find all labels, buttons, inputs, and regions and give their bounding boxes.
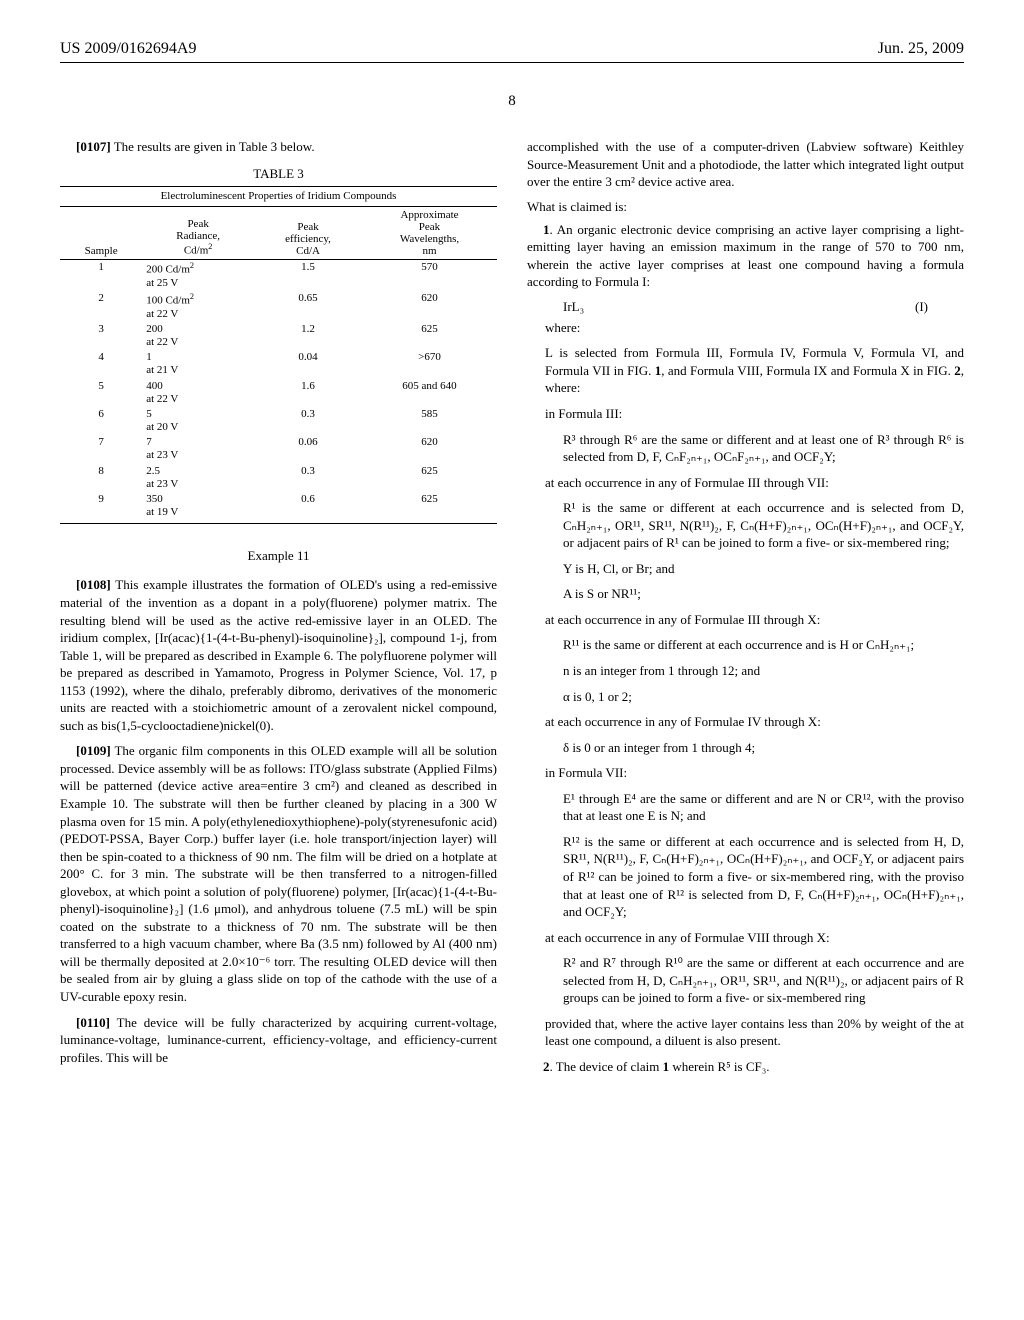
table-cell: 1.2 (254, 322, 362, 350)
table-cell: 9 (60, 492, 142, 524)
left-column: [0107] The results are given in Table 3 … (60, 138, 497, 1083)
content-columns: [0107] The results are given in Table 3 … (60, 138, 964, 1083)
claim-1-intro: 1. An organic electronic device comprisi… (527, 221, 964, 291)
table-cell: 1.5 (254, 259, 362, 291)
table-header-row: Sample PeakRadiance,Cd/m2 Peakefficiency… (60, 206, 497, 259)
table-cell: 570 (362, 259, 497, 291)
table-cell: 625 (362, 464, 497, 492)
para-0110: [0110] The device will be fully characte… (60, 1014, 497, 1067)
table-cell: 400at 22 V (142, 379, 254, 407)
formula: IrL₃ (563, 299, 584, 315)
table-cell: 3 (60, 322, 142, 350)
alpha-is: α is 0, 1 or 2; (527, 688, 964, 706)
y-is: Y is H, Cl, or Br; and (527, 560, 964, 578)
table-cell: 200at 22 V (142, 322, 254, 350)
table-cell: 8 (60, 464, 142, 492)
table-row: 41at 21 V0.04>670 (60, 350, 497, 378)
table-3-table: Electroluminescent Properties of Iridium… (60, 186, 497, 525)
table-cell: 0.65 (254, 291, 362, 322)
table-row: 5400at 22 V1.6605 and 640 (60, 379, 497, 407)
table-row: 9350at 19 V0.6625 (60, 492, 497, 524)
table-cell: 0.3 (254, 464, 362, 492)
para-num: [0108] (76, 577, 111, 592)
table-cell: 1.6 (254, 379, 362, 407)
table-cell: 0.04 (254, 350, 362, 378)
n-is: n is an integer from 1 through 12; and (527, 662, 964, 680)
table-row: 2100 Cd/m2at 22 V0.65620 (60, 291, 497, 322)
where-label: where: (527, 319, 964, 337)
para-0109: [0109] The organic film components in th… (60, 742, 497, 1005)
table-cell: 625 (362, 322, 497, 350)
para-0108: [0108] This example illustrates the form… (60, 576, 497, 734)
table-cell: 620 (362, 435, 497, 463)
para-num: [0109] (76, 743, 111, 758)
formula-line: IrL₃ (I) (527, 299, 964, 315)
table-cell: 0.3 (254, 407, 362, 435)
formula-number: (I) (915, 299, 928, 315)
continuation-text: accomplished with the use of a computer-… (527, 138, 964, 191)
th-radiance: PeakRadiance,Cd/m2 (142, 206, 254, 259)
in-formula-7: in Formula VII: (527, 764, 964, 782)
table-cell: 1at 21 V (142, 350, 254, 378)
table-cell: 585 (362, 407, 497, 435)
claim-2: 2. The device of claim 1 wherein R⁵ is C… (527, 1058, 964, 1076)
table-row: 1200 Cd/m2at 25 V1.5570 (60, 259, 497, 291)
page-header: US 2009/0162694A9 Jun. 25, 2009 (60, 40, 964, 63)
at-each-iii-x: at each occurrence in any of Formulae II… (527, 611, 964, 629)
table-cell: 2 (60, 291, 142, 322)
table-cell: >670 (362, 350, 497, 378)
th-wavelength: ApproximatePeakWavelengths,nm (362, 206, 497, 259)
page-number: 8 (60, 93, 964, 110)
table-cell: 0.06 (254, 435, 362, 463)
delta-is: δ is 0 or an integer from 1 through 4; (527, 739, 964, 757)
table-row: 82.5at 23 V0.3625 (60, 464, 497, 492)
table-cell: 5 (60, 379, 142, 407)
at-each-viii-x: at each occurrence in any of Formulae VI… (527, 929, 964, 947)
table-cell: 100 Cd/m2at 22 V (142, 291, 254, 322)
table-cell: 5at 20 V (142, 407, 254, 435)
table-cell: 0.6 (254, 492, 362, 524)
table-row: 3200at 22 V1.2625 (60, 322, 497, 350)
right-column: accomplished with the use of a computer-… (527, 138, 964, 1083)
e1-e4: E¹ through E⁴ are the same or different … (527, 790, 964, 825)
table-cell: 6 (60, 407, 142, 435)
table-cell: 2.5at 23 V (142, 464, 254, 492)
r2-r7-r10: R² and R⁷ through R¹⁰ are the same or di… (527, 954, 964, 1007)
at-each-iii-vii: at each occurrence in any of Formulae II… (527, 474, 964, 492)
patent-id: US 2009/0162694A9 (60, 40, 196, 58)
para-0107: [0107] The results are given in Table 3 … (60, 138, 497, 156)
claims-heading: What is claimed is: (527, 199, 964, 215)
table-cell: 200 Cd/m2at 25 V (142, 259, 254, 291)
table-cell: 350at 19 V (142, 492, 254, 524)
table-cell: 4 (60, 350, 142, 378)
r12-text: R¹² is the same or different at each occ… (527, 833, 964, 921)
patent-date: Jun. 25, 2009 (878, 40, 964, 58)
l-selected: L is selected from Formula III, Formula … (527, 344, 964, 397)
th-efficiency: Peakefficiency,Cd/A (254, 206, 362, 259)
table-3: TABLE 3 Electroluminescent Properties of… (60, 166, 497, 525)
table-caption: Electroluminescent Properties of Iridium… (60, 186, 497, 206)
para-num: [0107] (76, 139, 111, 154)
provided-text: provided that, where the active layer co… (527, 1015, 964, 1050)
table-cell: 620 (362, 291, 497, 322)
table-cell: 7 (60, 435, 142, 463)
th-sample: Sample (60, 206, 142, 259)
table-row: 77at 23 V0.06620 (60, 435, 497, 463)
at-each-iv-x: at each occurrence in any of Formulae IV… (527, 713, 964, 731)
para-num: [0110] (76, 1015, 110, 1030)
example-11-title: Example 11 (60, 548, 497, 564)
r11-text: R¹¹ is the same or different at each occ… (527, 636, 964, 654)
table-cell: 625 (362, 492, 497, 524)
table-3-title: TABLE 3 (60, 166, 497, 182)
table-row: 65at 20 V0.3585 (60, 407, 497, 435)
r3-r6: R³ through R⁶ are the same or different … (527, 431, 964, 466)
table-cell: 1 (60, 259, 142, 291)
table-cell: 7at 23 V (142, 435, 254, 463)
a-is: A is S or NR¹¹; (527, 585, 964, 603)
in-formula-3: in Formula III: (527, 405, 964, 423)
table-cell: 605 and 640 (362, 379, 497, 407)
r1-text: R¹ is the same or different at each occu… (527, 499, 964, 552)
